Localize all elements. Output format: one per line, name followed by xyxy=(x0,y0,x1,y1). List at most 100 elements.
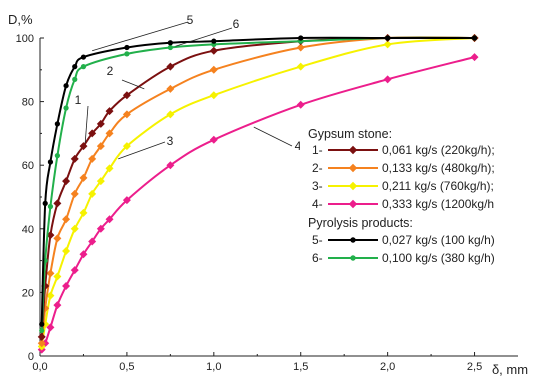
data-point xyxy=(209,135,218,144)
x-tick-label: 0,5 xyxy=(119,361,134,373)
x-tick-label: 1,0 xyxy=(206,361,221,373)
data-point xyxy=(96,142,105,151)
data-point xyxy=(122,110,131,119)
data-point xyxy=(54,121,61,127)
legend-group-title: Gypsum stone: xyxy=(308,127,392,141)
data-point xyxy=(80,63,87,70)
data-point xyxy=(63,105,69,111)
legend-label: 0,027 kg/s (100 kg/h) xyxy=(382,233,495,247)
data-point xyxy=(296,100,305,109)
curve-label-3: 3 xyxy=(118,134,174,160)
data-point xyxy=(46,291,55,300)
y-tick-label: 40 xyxy=(22,224,34,236)
data-point xyxy=(383,75,392,84)
data-point xyxy=(46,269,55,278)
data-point xyxy=(47,203,54,210)
curve-label-5: 5 xyxy=(92,13,194,52)
legend-item-3: 3- 0,211 kg/s (760kg/h); xyxy=(312,179,494,193)
legend-label: 0,333 kg/s (1200kg/h xyxy=(382,197,494,211)
curve-number: 4 xyxy=(295,139,302,153)
curve-labels: 1 2 3 4 5 6 xyxy=(75,13,302,160)
data-point xyxy=(122,142,131,151)
leader-line xyxy=(84,105,89,143)
legend-number: 3- xyxy=(312,179,323,193)
data-point xyxy=(72,63,78,70)
data-point xyxy=(53,234,62,243)
data-point xyxy=(167,40,173,46)
data-point xyxy=(62,177,71,186)
data-point xyxy=(53,301,62,310)
data-point xyxy=(47,159,54,165)
data-point xyxy=(79,208,88,217)
y-tick-label: 80 xyxy=(22,97,34,109)
data-point xyxy=(105,129,114,138)
legend-swatch-marker xyxy=(348,163,358,173)
x-tick-label: 2,5 xyxy=(467,361,482,373)
data-point xyxy=(62,282,71,291)
data-point xyxy=(296,43,305,52)
data-point xyxy=(105,215,114,224)
data-point xyxy=(167,44,173,51)
data-point xyxy=(211,38,217,44)
data-point xyxy=(105,107,114,116)
legend-label: 0,133 kg/s (480kg/h); xyxy=(382,161,495,175)
data-point xyxy=(166,110,175,119)
legend: Gypsum stone: Pyrolysis products: 1- 0,061 … xyxy=(300,122,546,268)
data-point xyxy=(42,200,48,206)
legend-item-5: 5- 0,027 kg/s (100 kg/h) xyxy=(312,233,495,247)
data-point xyxy=(96,224,105,233)
curve-label-6: 6 xyxy=(175,17,240,47)
data-point xyxy=(209,46,218,55)
data-point xyxy=(72,76,78,82)
y-tick-label: 60 xyxy=(22,160,34,172)
leader-line xyxy=(253,126,293,147)
y-axis-title: D,% xyxy=(8,12,33,27)
data-point xyxy=(124,51,130,57)
legend-swatch-marker xyxy=(350,255,356,261)
data-point xyxy=(166,62,175,71)
data-point xyxy=(80,54,87,60)
data-point xyxy=(166,84,175,93)
curve-label-1: 1 xyxy=(75,93,89,143)
legend-background xyxy=(300,122,546,268)
leader-line xyxy=(175,27,233,47)
legend-label: 0,061 kg/s (220kg/h); xyxy=(382,143,495,157)
data-point xyxy=(46,323,55,332)
curve-number: 6 xyxy=(233,17,240,31)
data-point xyxy=(39,321,45,327)
legend-number: 2- xyxy=(312,161,323,175)
data-point xyxy=(209,91,218,100)
data-point xyxy=(54,153,61,159)
data-point xyxy=(209,65,218,74)
curve-label-4: 4 xyxy=(253,126,302,153)
data-point xyxy=(298,35,304,41)
data-point xyxy=(70,189,79,198)
data-point xyxy=(53,272,62,281)
data-point xyxy=(79,173,88,182)
legend-label: 0,211 kg/s (760kg/h); xyxy=(382,179,494,193)
data-point xyxy=(470,53,479,62)
data-point xyxy=(53,199,62,208)
data-point xyxy=(96,119,105,128)
legend-item-1: 1- 0,061 kg/s (220kg/h); xyxy=(312,143,495,157)
series-5 xyxy=(39,35,478,327)
legend-number: 1- xyxy=(312,143,323,157)
data-point xyxy=(79,250,88,259)
data-point xyxy=(88,129,97,138)
data-point xyxy=(88,237,97,246)
legend-swatch-marker xyxy=(348,145,358,155)
legend-item-4: 4- 0,333 kg/s (1200kg/h xyxy=(312,197,494,211)
legend-swatch-marker xyxy=(350,237,356,243)
data-point xyxy=(96,177,105,186)
data-point xyxy=(62,215,71,224)
curve-number: 3 xyxy=(167,134,174,148)
data-point xyxy=(39,327,45,334)
legend-swatch-marker xyxy=(348,181,358,191)
y-tick-label: 100 xyxy=(16,33,34,45)
data-point xyxy=(296,62,305,71)
legend-label: 0,100 kg/s (380 kg/h) xyxy=(382,251,495,265)
legend-number: 4- xyxy=(312,197,323,211)
x-tick-label: 2,0 xyxy=(380,361,395,373)
leader-line xyxy=(118,141,166,160)
